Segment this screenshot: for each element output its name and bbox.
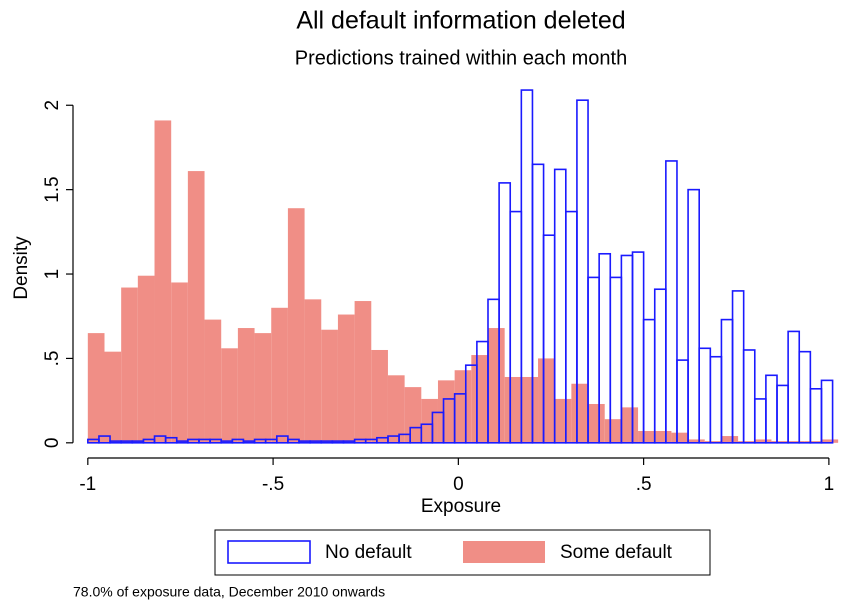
bar bbox=[571, 383, 589, 443]
bar bbox=[104, 351, 122, 443]
bar bbox=[776, 384, 789, 444]
bar bbox=[787, 330, 801, 444]
bar bbox=[171, 282, 188, 443]
x-tick-label: -.5 bbox=[262, 474, 284, 495]
x-axis-label: Exposure bbox=[421, 496, 501, 517]
bar bbox=[187, 171, 205, 443]
bar bbox=[798, 350, 812, 444]
bar bbox=[720, 318, 734, 444]
bar bbox=[738, 441, 755, 443]
bar bbox=[471, 355, 488, 443]
bar bbox=[271, 307, 288, 443]
bar bbox=[621, 407, 639, 443]
bar bbox=[437, 380, 455, 443]
bar bbox=[371, 349, 388, 443]
bar bbox=[121, 287, 138, 443]
y-axis-label: Density bbox=[11, 236, 32, 300]
note: 78.0% of exposure data, December 2010 on… bbox=[73, 584, 385, 600]
bar bbox=[821, 439, 839, 443]
legend-label: No default bbox=[325, 542, 412, 563]
x-tick-label: 1 bbox=[824, 474, 835, 495]
bar bbox=[538, 358, 555, 443]
bar bbox=[204, 319, 222, 443]
bar bbox=[687, 188, 700, 444]
bar bbox=[676, 359, 689, 444]
bar bbox=[321, 329, 338, 443]
chart-subtitle: Predictions trained within each month bbox=[295, 47, 627, 69]
bar bbox=[354, 301, 372, 443]
x-tick-label: .5 bbox=[636, 474, 652, 495]
bar bbox=[576, 99, 589, 444]
bar bbox=[742, 349, 756, 444]
bar bbox=[554, 398, 572, 443]
bar bbox=[671, 432, 689, 443]
bar bbox=[809, 388, 823, 444]
bar bbox=[721, 436, 739, 443]
bar bbox=[387, 375, 405, 443]
bar bbox=[698, 347, 712, 444]
bar bbox=[287, 208, 305, 443]
bar bbox=[304, 299, 322, 443]
bar bbox=[638, 430, 655, 443]
chart-title: All default information deleted bbox=[296, 7, 625, 35]
bar bbox=[504, 376, 522, 443]
x-tick-label: 0 bbox=[453, 474, 464, 495]
bar bbox=[653, 288, 667, 444]
bar bbox=[654, 430, 672, 443]
bar bbox=[87, 333, 105, 443]
bar bbox=[609, 276, 623, 444]
bar bbox=[753, 398, 767, 444]
legend-swatch bbox=[463, 541, 545, 563]
bar bbox=[254, 333, 272, 443]
bar bbox=[164, 436, 178, 444]
bar bbox=[237, 328, 255, 443]
bar bbox=[788, 441, 805, 443]
y-tick-label: 1.5 bbox=[42, 176, 63, 202]
bar bbox=[604, 419, 622, 443]
bar bbox=[771, 441, 789, 443]
bar bbox=[665, 160, 678, 444]
bar bbox=[521, 376, 539, 443]
bar bbox=[137, 275, 155, 443]
bar bbox=[487, 328, 505, 443]
bar bbox=[765, 374, 778, 444]
bar bbox=[421, 398, 438, 443]
bar bbox=[337, 314, 355, 443]
y-tick-label: 2 bbox=[42, 100, 63, 111]
bar bbox=[709, 355, 723, 444]
bar bbox=[404, 387, 422, 443]
bar bbox=[98, 435, 111, 444]
legend-label: Some default bbox=[560, 542, 673, 563]
bar bbox=[688, 439, 705, 443]
bar bbox=[704, 441, 722, 443]
y-tick-label: .5 bbox=[42, 350, 63, 366]
legend-box bbox=[214, 529, 711, 576]
bar bbox=[804, 441, 822, 443]
bar bbox=[588, 403, 605, 443]
bar bbox=[221, 348, 238, 443]
bar bbox=[731, 290, 745, 444]
bar bbox=[454, 370, 472, 443]
bar bbox=[820, 379, 834, 444]
y-tick-label: 0 bbox=[42, 438, 63, 449]
x-tick-label: -1 bbox=[79, 474, 96, 495]
y-tick-label: 1 bbox=[42, 269, 63, 280]
bar bbox=[154, 120, 172, 443]
legend-swatch bbox=[227, 540, 311, 564]
bar bbox=[754, 439, 772, 443]
bar bbox=[642, 318, 656, 444]
